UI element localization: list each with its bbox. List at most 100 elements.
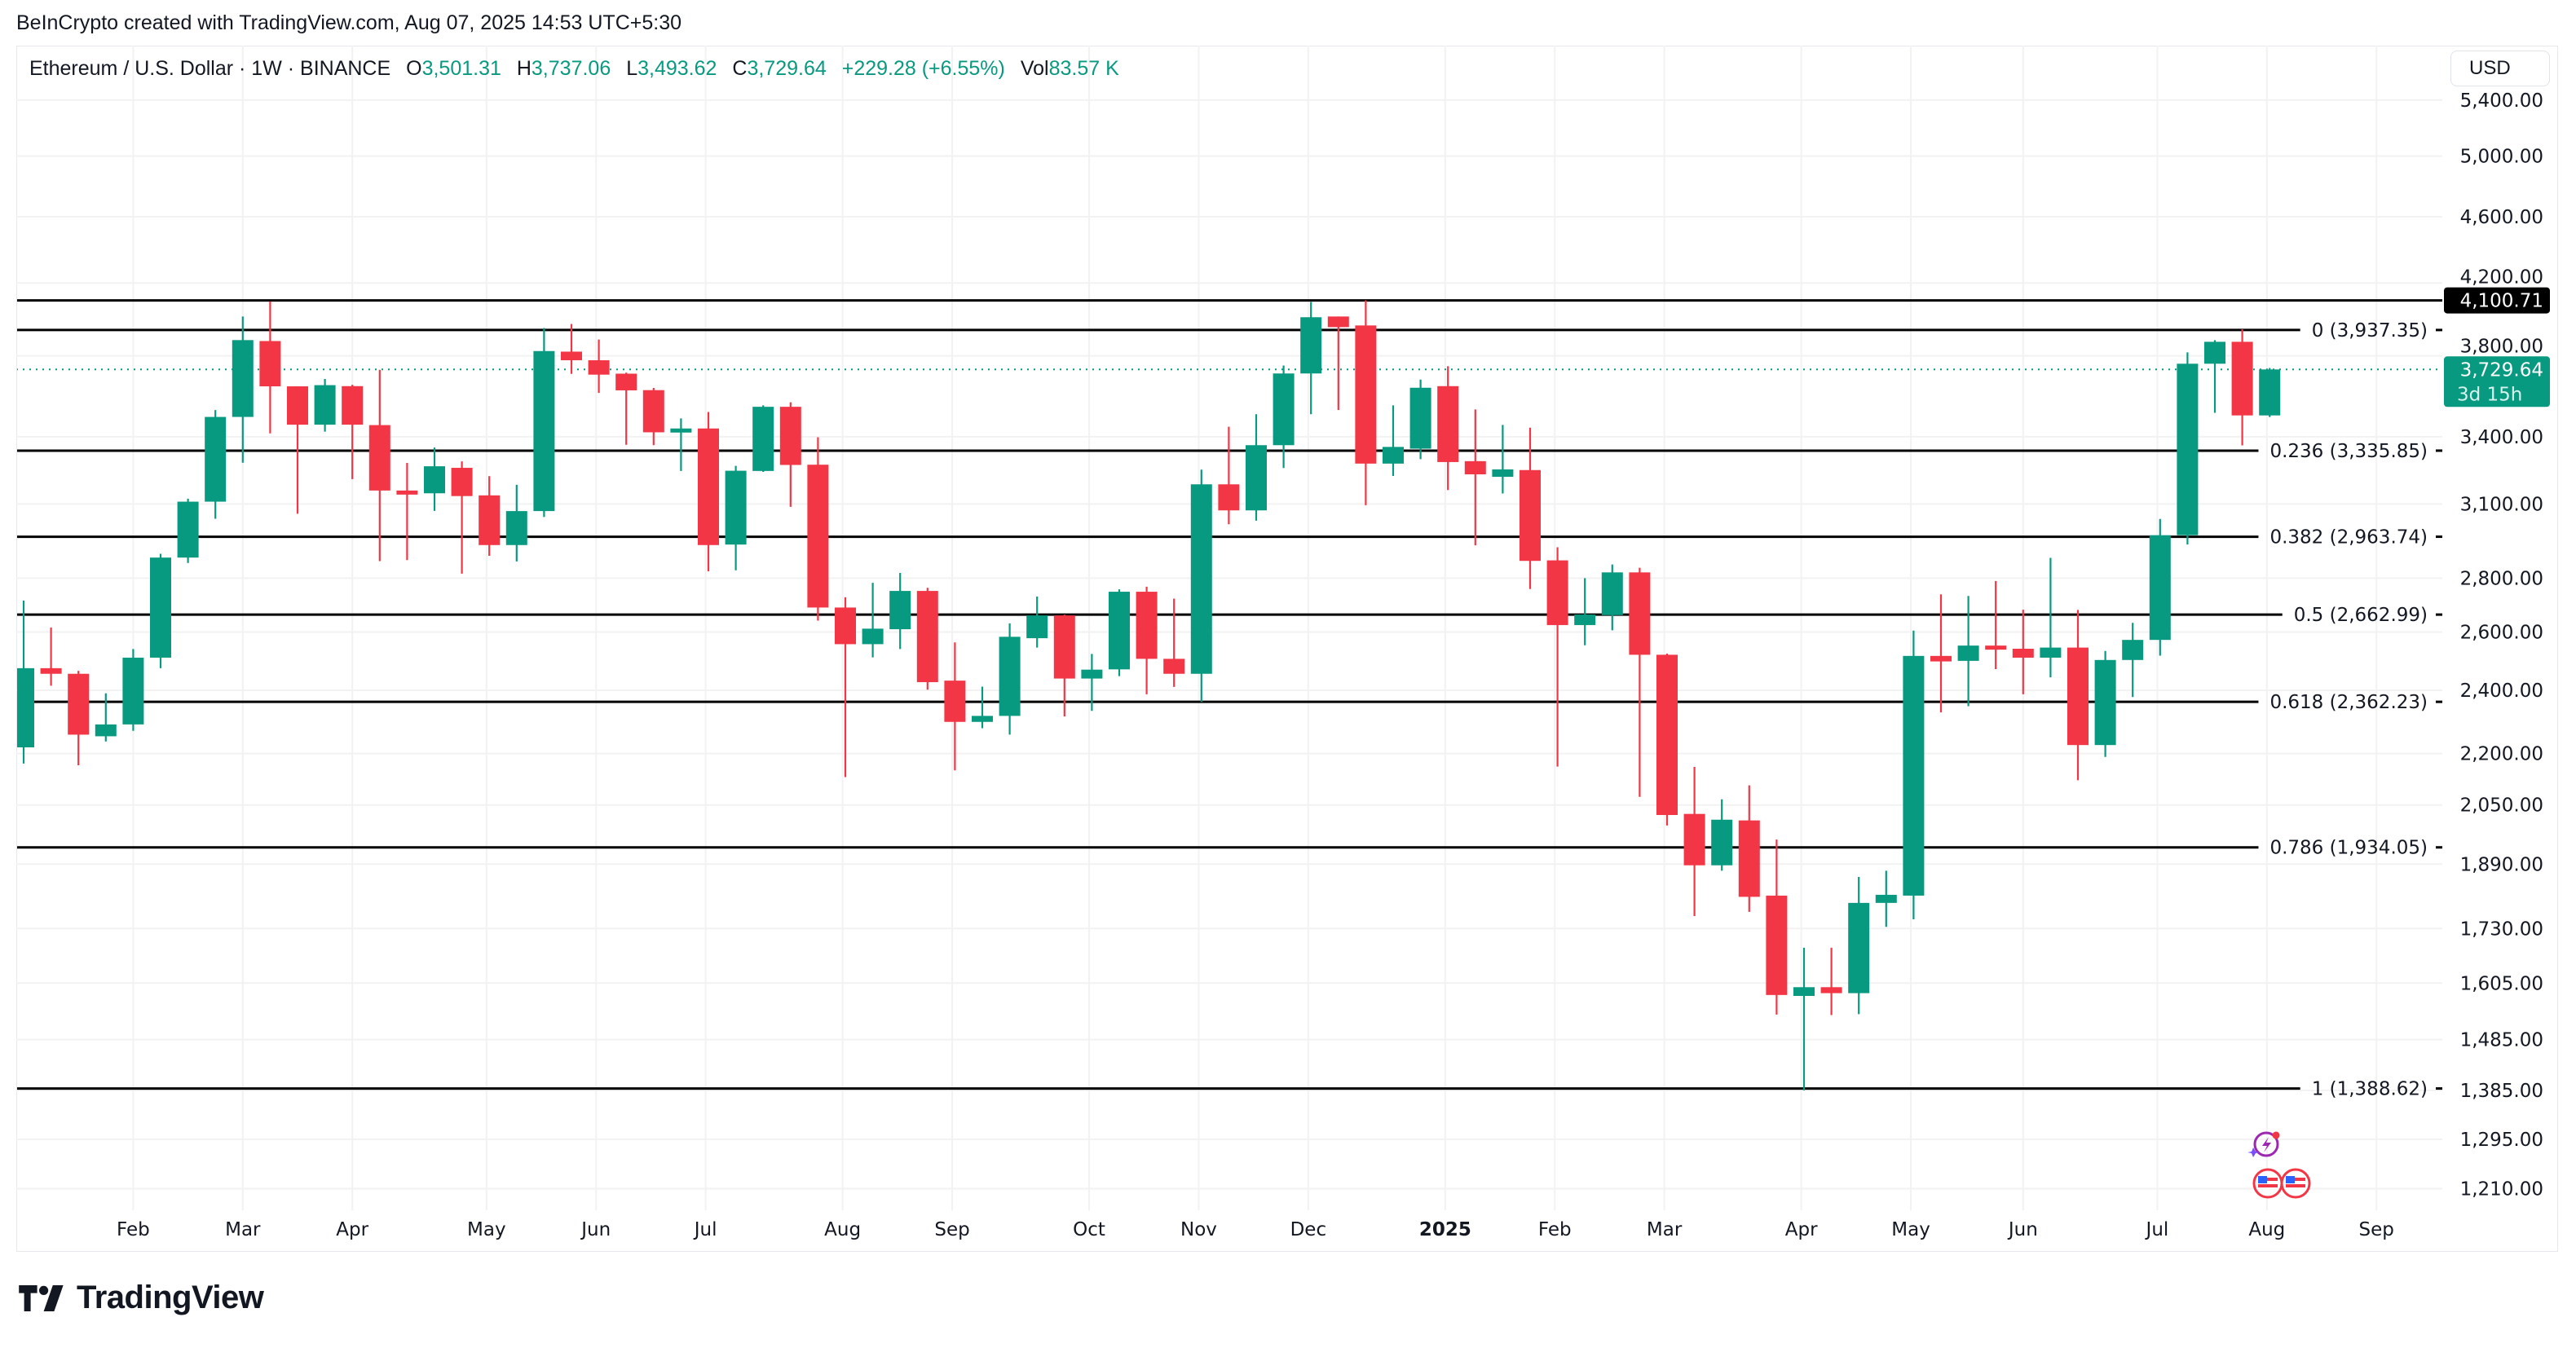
candle[interactable] <box>1656 653 1678 826</box>
candle[interactable] <box>862 583 884 658</box>
candle[interactable] <box>533 328 555 518</box>
candle[interactable] <box>1081 654 1103 711</box>
symbol-title[interactable]: Ethereum / U.S. Dollar · 1W · BINANCE <box>29 57 391 80</box>
candle[interactable] <box>1738 785 1760 912</box>
candle[interactable] <box>642 388 664 446</box>
candle[interactable] <box>1218 426 1240 525</box>
candle[interactable] <box>2122 623 2144 698</box>
candle-body <box>424 466 445 494</box>
candle[interactable] <box>287 386 308 514</box>
candle[interactable] <box>1793 947 1815 1090</box>
candle[interactable] <box>1109 589 1130 676</box>
candle[interactable] <box>1163 598 1185 687</box>
open-label: O <box>406 57 422 80</box>
lightning-event-icon[interactable] <box>2247 1131 2280 1158</box>
candle[interactable] <box>1903 630 1925 920</box>
candle[interactable] <box>2204 340 2225 413</box>
candle[interactable] <box>451 461 473 574</box>
candle[interactable] <box>1875 870 1897 927</box>
candle[interactable] <box>177 498 199 563</box>
candle[interactable] <box>1848 877 1870 1015</box>
candle[interactable] <box>150 553 171 668</box>
candle[interactable] <box>396 463 418 561</box>
candle[interactable] <box>1985 580 2007 669</box>
candle[interactable] <box>1820 947 1842 1015</box>
candle[interactable] <box>807 437 829 621</box>
candle[interactable] <box>95 693 117 742</box>
time-axis[interactable]: Feb Mar Apr May Jun Jul Aug Sep Oct Nov Dec 2025 Feb… <box>117 1219 2394 1240</box>
candle[interactable] <box>1273 365 1295 469</box>
candle[interactable] <box>2231 329 2253 446</box>
candle[interactable] <box>588 339 610 394</box>
candle[interactable] <box>2067 610 2089 781</box>
candle[interactable] <box>1026 596 1048 648</box>
price-axis[interactable]: 5,400.00 5,000.00 4,600.00 4,200.00 3,800.00… <box>2460 90 2543 1200</box>
us-flag-event-icon[interactable] <box>2252 1168 2283 1199</box>
candle[interactable] <box>1437 366 1459 491</box>
candle[interactable] <box>889 572 911 650</box>
candle[interactable] <box>1053 615 1075 717</box>
candle[interactable] <box>1136 586 1158 694</box>
candle[interactable] <box>779 402 801 507</box>
candle[interactable] <box>916 588 938 690</box>
candle[interactable] <box>342 385 364 479</box>
candle[interactable] <box>1464 409 1486 546</box>
candle[interactable] <box>1520 427 1541 589</box>
candle[interactable] <box>505 484 527 562</box>
candle[interactable] <box>2040 557 2062 678</box>
candle[interactable] <box>259 301 281 434</box>
candle[interactable] <box>368 369 390 562</box>
candle[interactable] <box>2012 610 2034 694</box>
candle[interactable] <box>2177 352 2199 545</box>
candle[interactable] <box>944 642 966 771</box>
candle[interactable] <box>424 447 445 511</box>
currency-button[interactable]: USD <box>2450 51 2550 86</box>
fibonacci-retracement[interactable] <box>16 299 2442 1090</box>
candle[interactable] <box>1683 767 1705 916</box>
candle[interactable] <box>698 412 719 572</box>
candle[interactable] <box>1629 567 1651 797</box>
tradingview-logo[interactable]: TradingView <box>18 1280 264 1316</box>
us-flag-event-icon[interactable] <box>2280 1168 2311 1199</box>
candle[interactable] <box>1574 578 1596 645</box>
candle[interactable] <box>314 379 336 432</box>
candle[interactable] <box>670 418 692 471</box>
candle[interactable] <box>1546 547 1568 767</box>
candle[interactable] <box>972 686 993 729</box>
time-tick-label: Jul <box>693 1219 717 1240</box>
candle[interactable] <box>725 465 747 570</box>
time-tick-label: Sep <box>934 1219 969 1240</box>
candle[interactable] <box>1492 425 1514 494</box>
candle[interactable] <box>1766 839 1788 1015</box>
candle[interactable] <box>835 597 856 778</box>
candle[interactable] <box>1355 300 1377 505</box>
candle[interactable] <box>2259 368 2281 417</box>
candle[interactable] <box>1190 469 1212 703</box>
candle[interactable] <box>1930 594 1952 713</box>
candle[interactable] <box>13 600 34 764</box>
candle[interactable] <box>205 410 227 519</box>
candle[interactable] <box>2149 518 2171 656</box>
candle[interactable] <box>615 372 637 445</box>
candle[interactable] <box>561 324 582 374</box>
candle-body <box>205 416 227 502</box>
candle[interactable] <box>752 405 774 472</box>
candle[interactable] <box>479 476 501 556</box>
candle[interactable] <box>1711 799 1733 871</box>
candle[interactable] <box>1300 302 1322 415</box>
candle-body <box>533 350 555 512</box>
candle[interactable] <box>1383 405 1404 476</box>
candle[interactable] <box>232 316 254 463</box>
grid-lines <box>16 46 2442 1210</box>
candle[interactable] <box>1957 596 1979 707</box>
candle[interactable] <box>1327 316 1349 411</box>
candle[interactable] <box>122 649 144 731</box>
candle[interactable] <box>1601 564 1623 631</box>
candle[interactable] <box>68 671 90 765</box>
candle[interactable] <box>2094 650 2116 757</box>
candle[interactable] <box>999 623 1021 735</box>
candle[interactable] <box>40 628 62 686</box>
candle[interactable] <box>1246 414 1267 521</box>
candle[interactable] <box>1409 379 1431 460</box>
